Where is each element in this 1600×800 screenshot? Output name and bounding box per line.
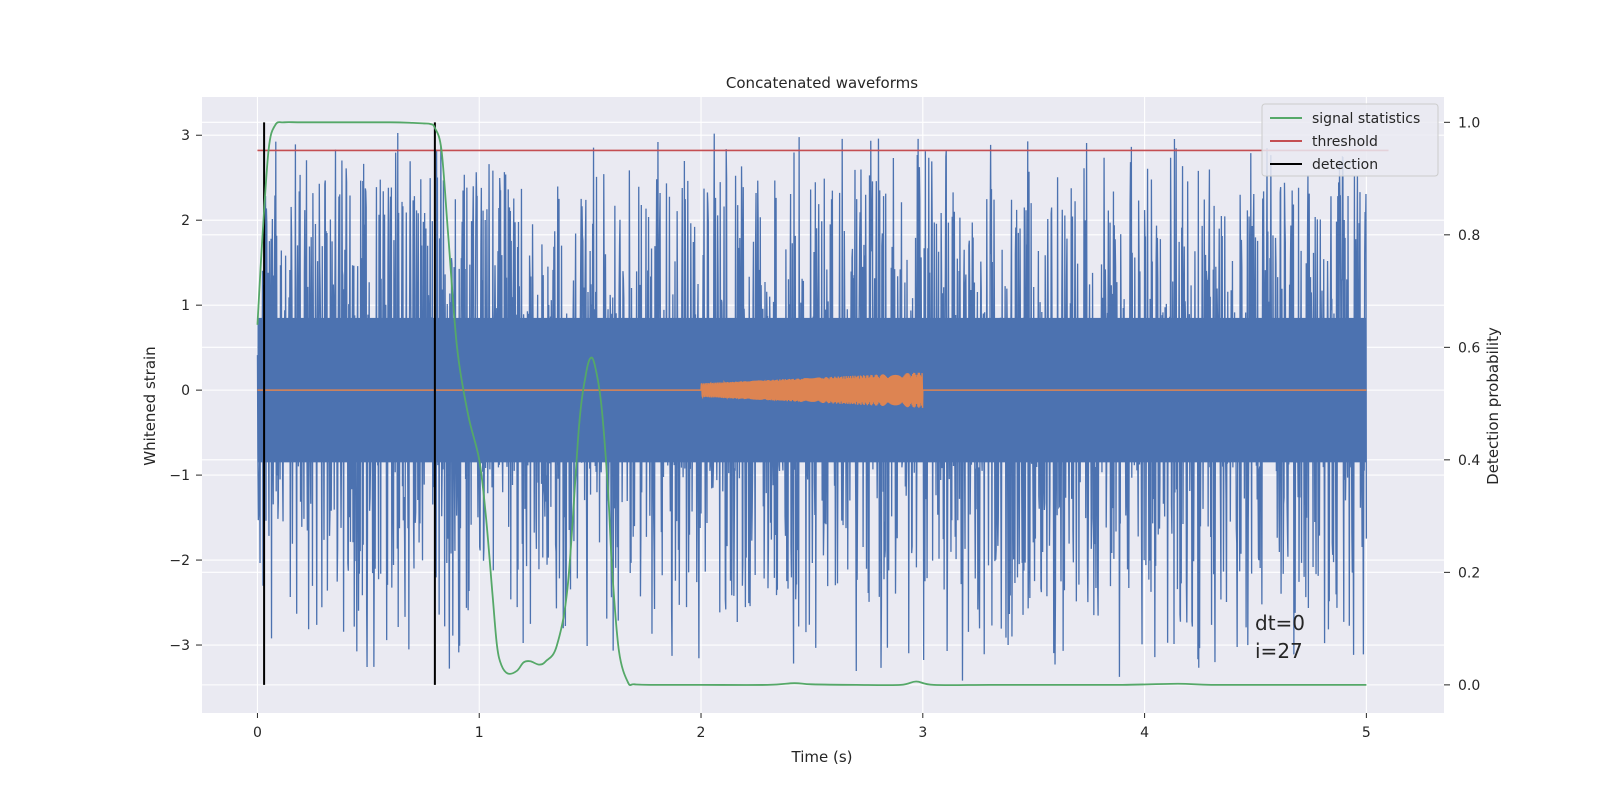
y-right-tick-label: 0.6	[1458, 340, 1480, 356]
x-tick-label: 5	[1362, 725, 1371, 741]
annotation-dt: dt=0	[1255, 611, 1305, 635]
y-tick-label: −2	[169, 553, 190, 569]
x-tick-label: 3	[918, 725, 927, 741]
x-tick-label: 1	[475, 725, 484, 741]
legend-label: threshold	[1312, 134, 1378, 150]
y-axis-right-label: Detection probability	[1484, 327, 1502, 485]
y-right-tick-label: 0.0	[1458, 678, 1480, 694]
x-tick-label: 4	[1140, 725, 1149, 741]
y-right-tick-label: 0.4	[1458, 453, 1480, 469]
y-tick-label: 0	[181, 383, 190, 399]
legend-label: signal statistics	[1312, 111, 1420, 127]
chart-title: Concatenated waveforms	[726, 74, 918, 92]
y-right-tick-label: 1.0	[1458, 115, 1480, 131]
annotation-i: i=27	[1255, 639, 1303, 663]
x-axis-label: Time (s)	[791, 748, 853, 766]
y-right-tick-label: 0.8	[1458, 228, 1480, 244]
x-tick-label: 0	[253, 725, 262, 741]
signal-statistics-series	[256, 121, 1367, 687]
template-chirp-series	[700, 372, 924, 408]
y-tick-label: 2	[181, 213, 190, 229]
legend-label: detection	[1312, 157, 1378, 173]
y-right-tick-label: 0.2	[1458, 565, 1480, 581]
y-tick-label: −3	[169, 638, 190, 654]
legend-box	[1261, 103, 1439, 177]
y-tick-label: 3	[181, 128, 190, 144]
y-tick-label: 1	[181, 298, 190, 314]
y-tick-label: −1	[169, 468, 190, 484]
y-axis-label: Whitened strain	[141, 346, 159, 465]
x-tick-label: 2	[697, 725, 706, 741]
